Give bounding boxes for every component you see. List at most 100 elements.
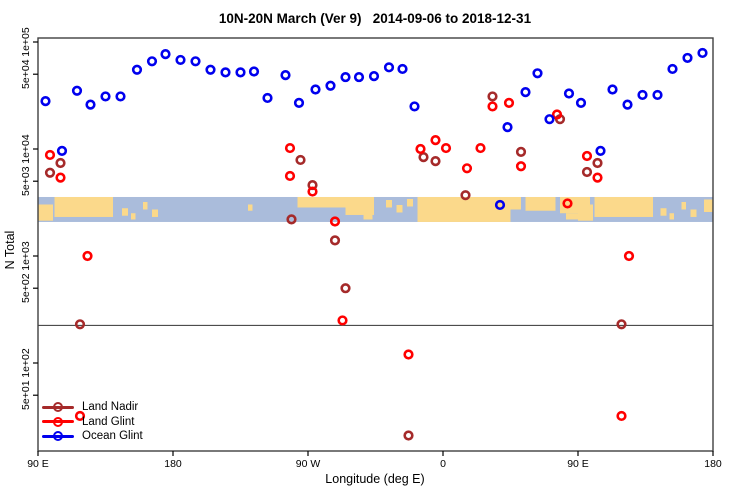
data-point [329, 216, 341, 227]
map-band-land [131, 213, 136, 220]
data-point [502, 122, 513, 133]
land-nadir-marker-icon [42, 401, 74, 413]
data-point [515, 146, 527, 157]
data-point [652, 89, 663, 101]
land-glint-marker-icon [42, 416, 74, 428]
data-point [115, 91, 126, 102]
data-point [575, 97, 587, 108]
data-point [616, 410, 627, 422]
legend-label-land-glint: Land Glint [82, 415, 135, 428]
map-band-land [525, 196, 556, 211]
data-point [403, 349, 414, 360]
map-band-land [669, 213, 674, 220]
y-axis-title: N Total [3, 230, 17, 270]
x-tick-label: 0 [440, 458, 446, 470]
map-band-land [681, 201, 686, 210]
y-tick-label: 5e+01 [20, 380, 32, 410]
data-point [409, 101, 420, 112]
map-band-land [248, 204, 253, 211]
data-point [563, 88, 575, 99]
data-point [146, 56, 158, 67]
legend-item-ocean-glint: Ocean Glint [42, 429, 143, 444]
data-point [235, 67, 246, 78]
data-point [475, 142, 486, 154]
map-band-land [363, 196, 373, 220]
data-point [40, 96, 51, 107]
data-point [415, 143, 426, 155]
data-point [544, 114, 555, 125]
data-point [44, 167, 56, 178]
data-point [520, 87, 531, 98]
map-band-land [122, 208, 128, 216]
map-band-land [54, 196, 113, 217]
data-point [131, 64, 143, 75]
data-point [487, 91, 498, 102]
ocean-glint-marker-icon [42, 430, 74, 442]
y-tick-label: 1e+02 [20, 348, 32, 378]
x-axis-title: Longitude (deg E) [325, 472, 425, 486]
data-point [220, 67, 231, 78]
data-point [71, 85, 83, 96]
data-point [55, 172, 66, 183]
map-band-land [407, 198, 413, 207]
data-point [494, 199, 506, 211]
data-point [532, 68, 543, 79]
data-point [487, 101, 498, 112]
data-point [551, 109, 563, 120]
data-point [56, 145, 68, 156]
x-tick-label: 180 [164, 458, 182, 470]
data-point [667, 63, 678, 75]
data-point [205, 64, 216, 75]
data-point [82, 250, 93, 262]
data-point [595, 145, 606, 156]
data-point [461, 163, 473, 174]
data-point [337, 315, 348, 326]
y-tick-label: 1e+03 [20, 241, 32, 271]
y-tick-label: 5e+03 [20, 166, 32, 196]
data-point [329, 235, 341, 246]
data-point [430, 135, 441, 146]
data-point [310, 84, 321, 95]
data-point [44, 149, 56, 161]
data-point [74, 410, 86, 422]
data-point [430, 156, 441, 167]
data-point [581, 166, 593, 178]
legend-item-land-nadir: Land Nadir [42, 400, 143, 415]
data-point [383, 62, 395, 73]
data-point [368, 71, 380, 82]
data-point [607, 84, 618, 95]
map-band-land [690, 209, 697, 217]
data-point [697, 47, 708, 59]
map-band-land [417, 196, 511, 222]
legend-label-land-nadir: Land Nadir [82, 401, 139, 414]
data-point [190, 56, 201, 67]
data-point [397, 63, 408, 75]
y-tick-label: 1e+05 [20, 27, 32, 57]
map-band-land [566, 213, 578, 220]
data-point [248, 66, 260, 77]
map-band-land [386, 199, 392, 208]
x-tick-label: 90 E [27, 458, 49, 470]
data-point [460, 190, 471, 201]
legend-label-ocean-glint: Ocean Glint [82, 430, 143, 443]
data-point [175, 54, 186, 66]
y-tick-label: 5e+02 [20, 273, 32, 303]
data-point [503, 97, 515, 108]
data-point [623, 250, 635, 262]
data-point [515, 161, 527, 172]
map-band-land [152, 209, 158, 217]
data-point [295, 154, 306, 166]
plot-box [37, 37, 714, 452]
map-band-land [143, 201, 148, 210]
data-point [55, 157, 66, 169]
map-band-land [396, 204, 403, 213]
data-point [353, 71, 365, 83]
data-point [637, 89, 648, 101]
data-point [286, 214, 297, 225]
map-band-land [578, 204, 593, 221]
data-point [418, 152, 429, 163]
data-point [581, 150, 593, 162]
x-tick-label: 90 E [567, 458, 589, 470]
data-point [325, 80, 336, 91]
